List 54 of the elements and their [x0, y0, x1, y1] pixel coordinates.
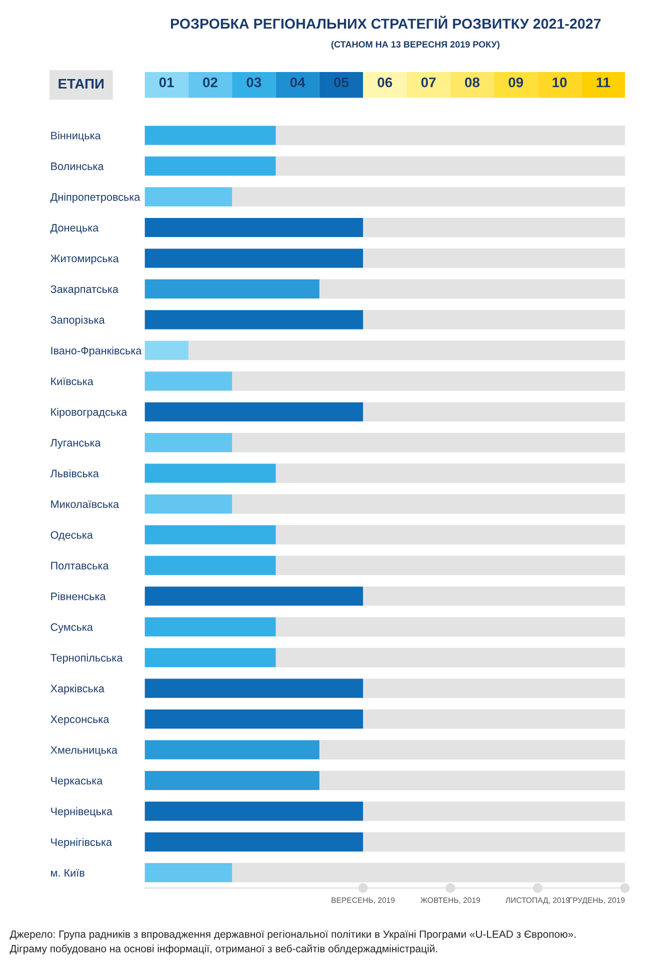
x-tick-label: 03: [246, 77, 262, 88]
bar: [144, 648, 276, 668]
x-tick-label: 08: [465, 77, 480, 88]
x-tick-label: 06: [378, 77, 392, 88]
text: Діграму побудовано на основі інформації, отриманої з веб-сайтів облдержадміністрацій.: [10, 944, 438, 954]
bar: [144, 617, 276, 636]
y-tick-label: Львівська: [50, 469, 99, 478]
bar: [144, 494, 232, 514]
bar: [144, 126, 276, 145]
y-tick-label: Харківська: [50, 684, 104, 694]
y-tick-label: Івано-Франківська: [51, 346, 142, 357]
y-tick-label: Чернігівська: [51, 838, 112, 848]
y-tick-label: Херсонська: [50, 716, 110, 726]
y-tick-label: Житомирська: [50, 254, 119, 264]
bar: [144, 464, 276, 483]
y-tick-label: Сумська: [50, 623, 93, 634]
y-tick-label: Хмельницька: [50, 746, 118, 756]
y-tick-label: Дніпропетровська: [50, 192, 140, 203]
x-tick-label: 04: [290, 77, 306, 88]
y-tick-label: Вінницька: [51, 131, 101, 142]
x-tick-label: 10: [552, 77, 567, 88]
x-tick-label: 02: [203, 77, 218, 88]
y-tick-label: Миколаївська: [51, 500, 120, 508]
y-tick-label: Одеська: [50, 531, 93, 541]
bar: [144, 433, 232, 452]
y-tick-label: Рівненська: [51, 592, 106, 600]
y-tick-label: Тернопільська: [50, 654, 123, 664]
y-tick-label: Донецька: [50, 224, 99, 234]
x-tick-label: 05: [334, 77, 349, 88]
x-tick-label: 09: [508, 77, 524, 88]
x-tick-label: 07: [421, 77, 436, 88]
chart-subtitle: (СТАНОМ НА 13 ВЕРЕСНЯ 2019 РОКУ): [331, 40, 500, 50]
chart-title: РОЗРОБКА РЕГІОНАЛЬНИХ СТРАТЕГІЙ РОЗВИТКУ 2021-2027: [170, 16, 601, 29]
y-tick-label: Чернівецька: [51, 807, 112, 818]
bar: [144, 372, 232, 391]
x-axis-title: ЕТАПИ: [58, 78, 104, 89]
bar: [144, 187, 232, 206]
y-tick-label: Кіровоградська: [51, 408, 128, 418]
y-tick-label: Київська: [51, 378, 94, 386]
x-tick-label: 11: [596, 78, 610, 88]
y-tick-label: Полтавська: [51, 562, 109, 570]
bar: [144, 863, 232, 882]
bar: [144, 156, 276, 176]
x-tick-label: 01: [159, 77, 174, 88]
bar: [144, 556, 276, 575]
y-tick-label: Черкаська: [51, 776, 103, 787]
bar: [144, 525, 276, 544]
y-tick-label: Луганська: [50, 439, 101, 449]
y-tick-label: Запорізька: [50, 316, 105, 326]
bar: [144, 340, 188, 360]
y-tick-label: м. Київ: [51, 869, 84, 877]
y-tick-label: Волинська: [51, 162, 104, 170]
y-tick-label: Закарпатська: [50, 285, 118, 296]
text: Джерело: Група радників з впровадження державної регіональної політики в Україні Програми «U-LEAD з Європою».: [10, 930, 576, 940]
